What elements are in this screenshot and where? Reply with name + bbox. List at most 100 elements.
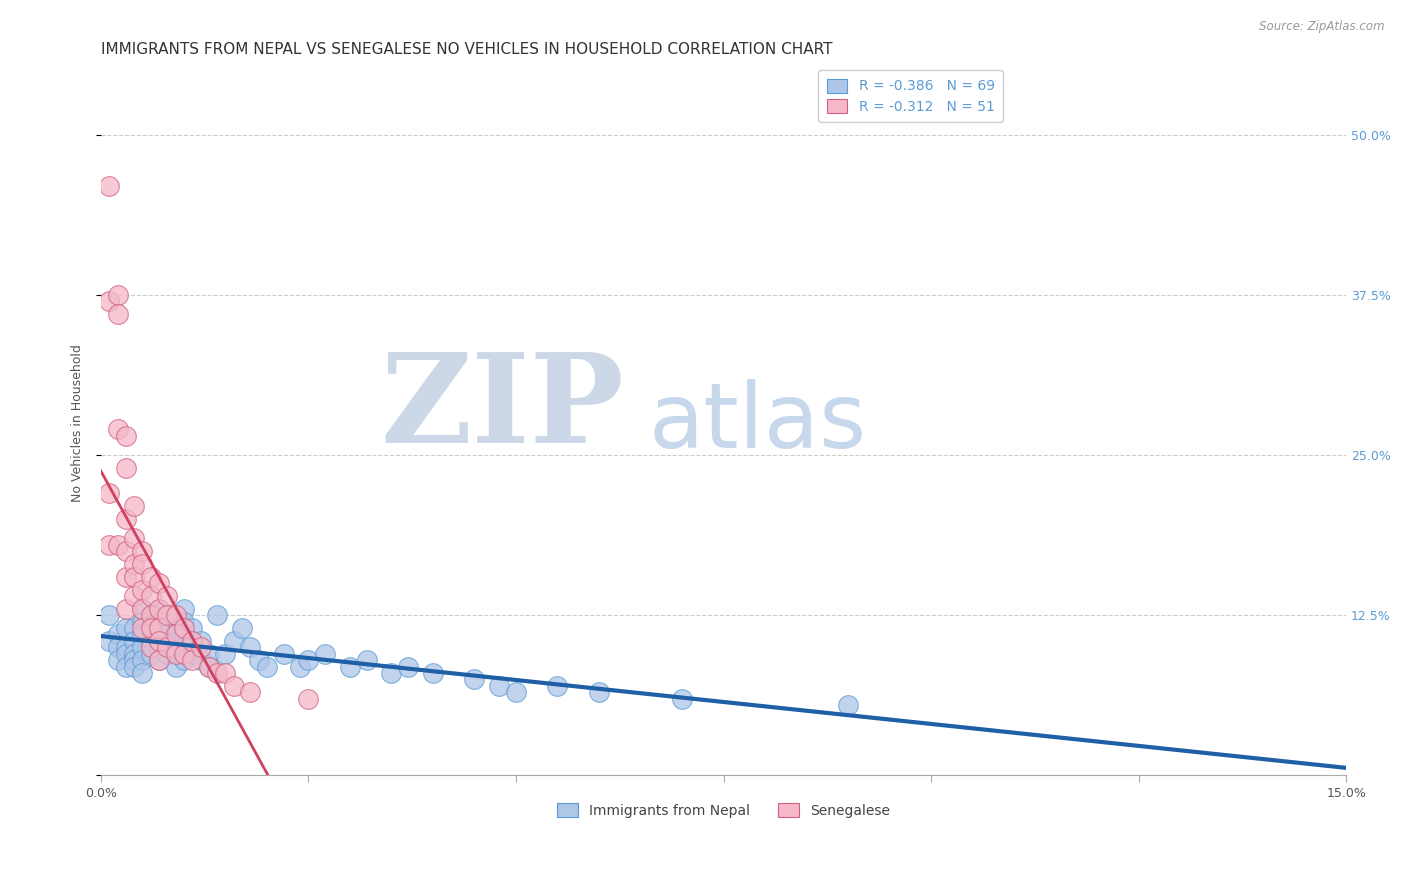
Point — [107, 287, 129, 301]
Point — [122, 647, 145, 661]
Point — [588, 685, 610, 699]
Point — [131, 582, 153, 597]
Point — [837, 698, 859, 712]
Point — [131, 627, 153, 641]
Point — [547, 679, 569, 693]
Point — [98, 633, 121, 648]
Point — [148, 653, 170, 667]
Point — [339, 659, 361, 673]
Legend: Immigrants from Nepal, Senegalese: Immigrants from Nepal, Senegalese — [550, 797, 897, 825]
Point — [156, 589, 179, 603]
Point — [139, 570, 162, 584]
Point — [173, 621, 195, 635]
Point — [198, 659, 221, 673]
Point — [122, 532, 145, 546]
Point — [165, 647, 187, 661]
Point — [288, 659, 311, 673]
Point — [214, 647, 236, 661]
Point — [380, 665, 402, 680]
Point — [671, 691, 693, 706]
Point — [98, 486, 121, 500]
Point — [122, 659, 145, 673]
Point — [107, 627, 129, 641]
Point — [205, 608, 228, 623]
Point — [114, 621, 136, 635]
Point — [122, 570, 145, 584]
Point — [239, 685, 262, 699]
Point — [222, 633, 245, 648]
Y-axis label: No Vehicles in Household: No Vehicles in Household — [72, 344, 84, 502]
Point — [181, 647, 204, 661]
Point — [148, 640, 170, 655]
Point — [297, 691, 319, 706]
Point — [107, 538, 129, 552]
Point — [198, 647, 221, 661]
Point — [139, 621, 162, 635]
Point — [190, 653, 212, 667]
Point — [114, 602, 136, 616]
Point — [98, 608, 121, 623]
Point — [131, 621, 153, 635]
Point — [173, 640, 195, 655]
Text: Source: ZipAtlas.com: Source: ZipAtlas.com — [1260, 20, 1385, 33]
Point — [122, 500, 145, 514]
Point — [422, 665, 444, 680]
Point — [214, 665, 236, 680]
Point — [139, 647, 162, 661]
Point — [98, 178, 121, 193]
Point — [173, 615, 195, 629]
Point — [198, 659, 221, 673]
Point — [488, 679, 510, 693]
Point — [156, 640, 179, 655]
Point — [156, 608, 179, 623]
Point — [139, 608, 162, 623]
Point — [114, 570, 136, 584]
Point — [190, 633, 212, 648]
Point — [205, 665, 228, 680]
Point — [131, 544, 153, 558]
Point — [114, 544, 136, 558]
Text: IMMIGRANTS FROM NEPAL VS SENEGALESE NO VEHICLES IN HOUSEHOLD CORRELATION CHART: IMMIGRANTS FROM NEPAL VS SENEGALESE NO V… — [101, 42, 832, 57]
Point — [131, 653, 153, 667]
Point — [107, 640, 129, 655]
Point — [131, 640, 153, 655]
Point — [107, 307, 129, 321]
Point — [396, 659, 419, 673]
Point — [173, 602, 195, 616]
Point — [239, 640, 262, 655]
Point — [122, 589, 145, 603]
Point — [165, 608, 187, 623]
Point — [148, 621, 170, 635]
Point — [165, 647, 187, 661]
Point — [139, 589, 162, 603]
Point — [181, 653, 204, 667]
Point — [122, 633, 145, 648]
Point — [181, 621, 204, 635]
Point — [181, 633, 204, 648]
Point — [231, 621, 253, 635]
Point — [165, 633, 187, 648]
Point — [114, 429, 136, 443]
Point — [148, 576, 170, 591]
Point — [156, 627, 179, 641]
Point — [148, 653, 170, 667]
Point — [131, 615, 153, 629]
Point — [98, 294, 121, 309]
Point — [173, 647, 195, 661]
Point — [165, 659, 187, 673]
Point — [148, 602, 170, 616]
Point — [356, 653, 378, 667]
Point — [114, 460, 136, 475]
Point — [114, 647, 136, 661]
Point — [131, 665, 153, 680]
Text: atlas: atlas — [648, 379, 868, 467]
Point — [107, 422, 129, 436]
Point — [297, 653, 319, 667]
Point — [247, 653, 270, 667]
Point — [131, 602, 153, 616]
Point — [122, 653, 145, 667]
Point — [107, 653, 129, 667]
Point — [148, 602, 170, 616]
Point — [114, 640, 136, 655]
Point — [148, 621, 170, 635]
